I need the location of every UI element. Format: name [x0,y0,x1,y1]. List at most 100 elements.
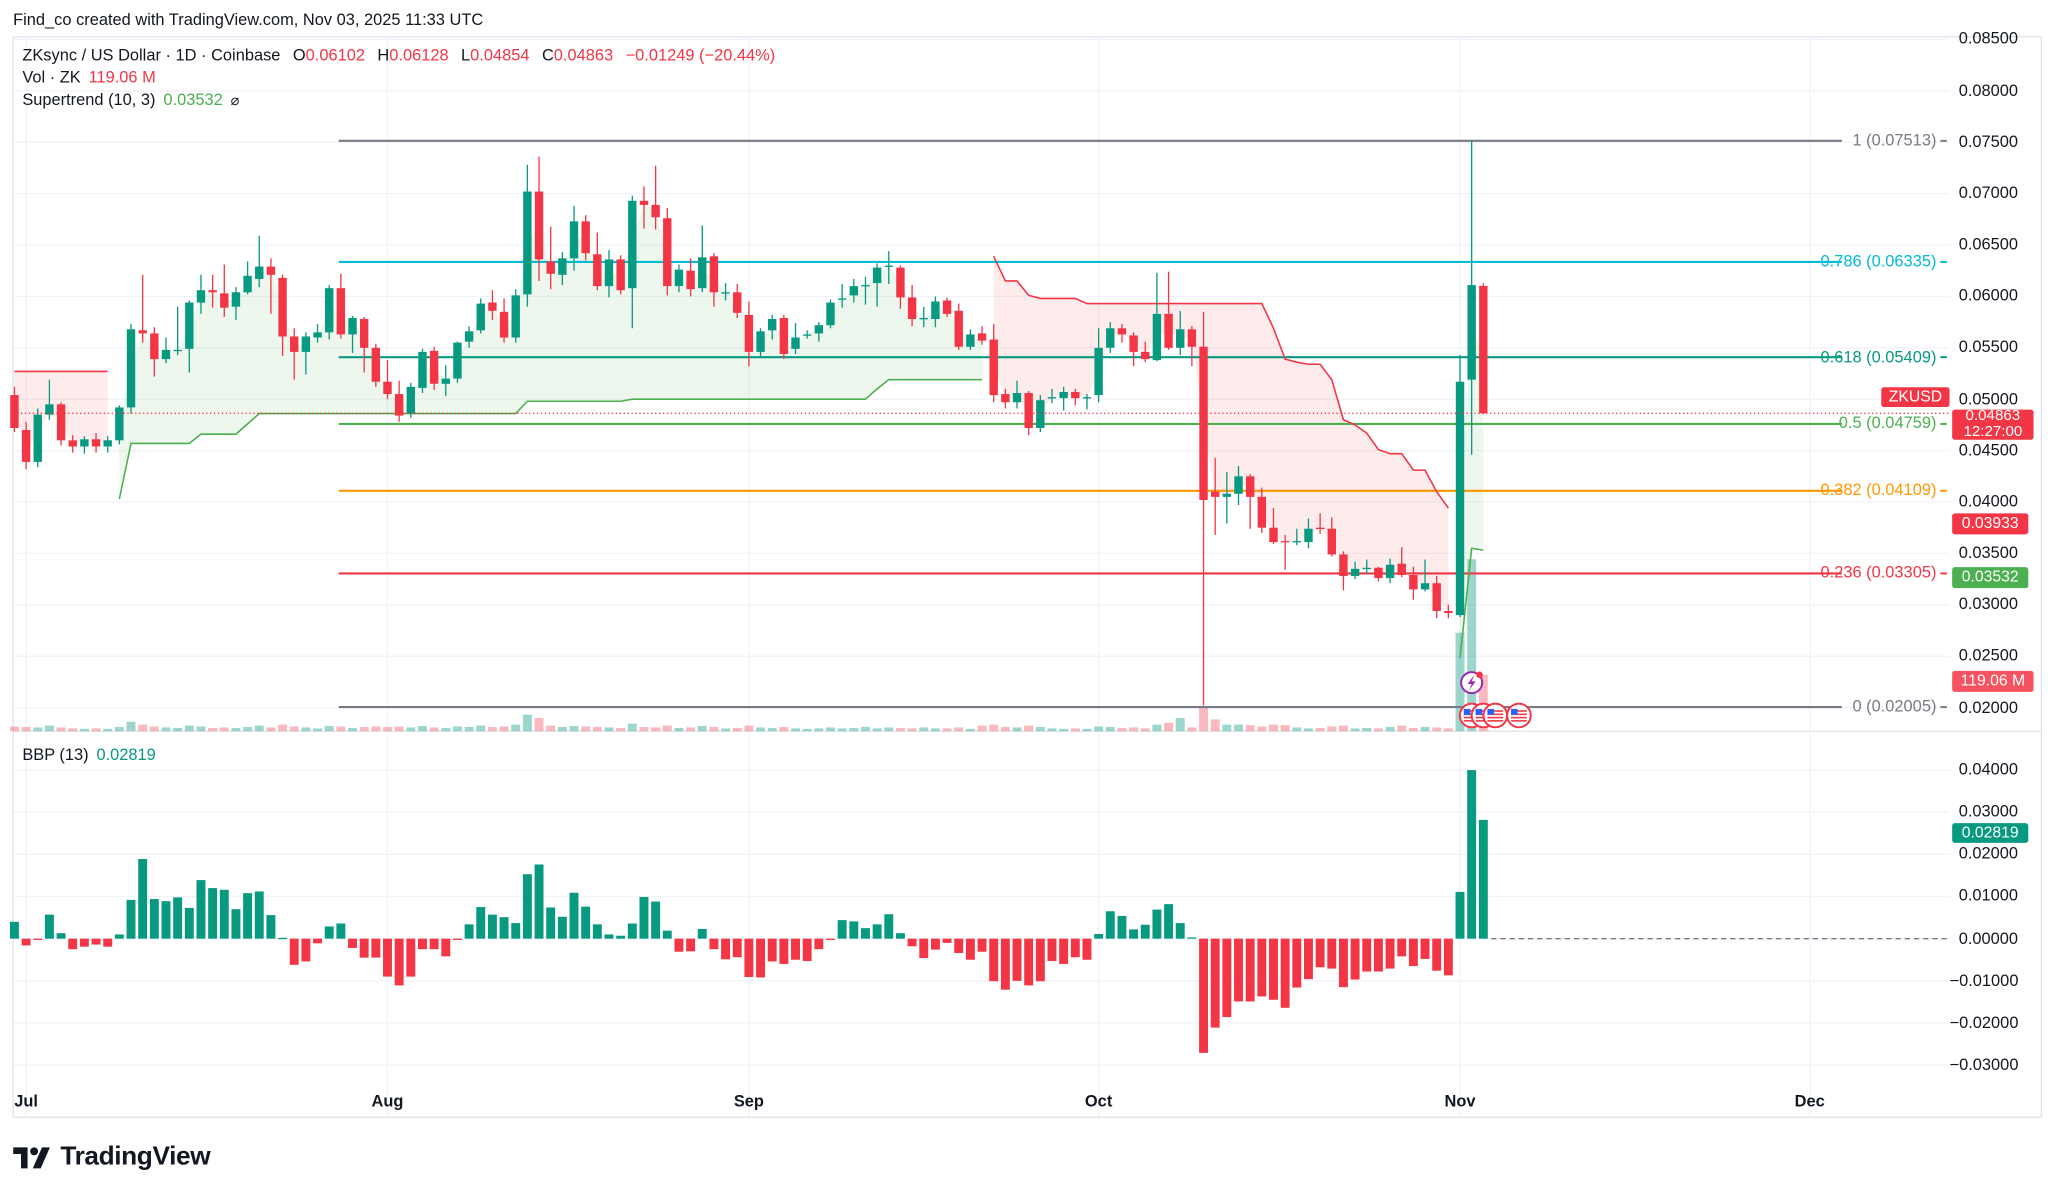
close-label: C [541,45,554,65]
supertrend-down-badge: 0.03933 [1952,513,2029,535]
volume-bar [289,726,299,732]
volume-bar [581,726,591,732]
bbp-bar [79,938,89,947]
candle-body [1479,285,1488,414]
candle-body [1280,541,1290,543]
volume-bar [1338,725,1348,732]
bbp-bar [1129,929,1139,939]
candle-body [1024,393,1033,428]
volume-bar [278,724,288,732]
candle [1210,457,1220,535]
candle [359,316,369,373]
bbp-bar [1164,904,1174,939]
bbp-bar [942,938,952,943]
bbp-bar [56,933,66,939]
candle-body [604,259,614,287]
price-axis-label: 0.02000 [1958,697,2019,717]
volume-legend[interactable]: Vol · ZK 119.06 M [22,67,155,88]
fib-level-label: 0 (0.02005) [1852,697,1937,716]
bbp-bar [1432,938,1442,971]
bbp-bar [872,924,882,939]
candle-body [185,302,194,349]
bbp-bar [989,938,999,982]
flag-circle [1482,702,1509,729]
bbp-bar [592,924,602,939]
bbp-bar [1105,911,1115,939]
volume-bar [1234,724,1243,732]
bbp-bar [604,934,614,939]
volume-bar [930,728,940,732]
candle-body [1012,393,1022,403]
candle [546,226,555,290]
candle [593,232,602,291]
candles [10,141,1488,706]
candle [10,386,19,433]
candle-body [1106,328,1115,348]
candle-body [290,336,299,352]
volume-bar [149,726,159,732]
candle [1152,272,1162,362]
bbp-bar [487,914,497,939]
flag-canton [1475,708,1483,715]
bbp-bar [231,909,241,939]
candle-body [161,349,171,360]
bbp-bar [1187,937,1197,939]
volume-bar [114,726,124,732]
candle-body [523,191,532,295]
us-flag-icon [1482,702,1509,729]
bbp-axis-label: 0.02000 [1958,844,2019,863]
candle-body [56,404,66,441]
flag-stripe [1511,720,1527,722]
bbp-bar [1257,938,1267,997]
supertrend-legend[interactable]: Supertrend (10, 3) 0.03532 ⌀ [22,89,239,111]
supertrend-lines [14,255,1484,659]
bbp-bar [208,888,218,939]
bbp-bar [394,938,404,986]
candle [1036,395,1045,433]
volume-bar [1059,728,1069,732]
bbp-bar [1455,891,1465,939]
bbp-bar [348,938,357,948]
candle [488,290,497,321]
flag-stripe [1487,716,1504,719]
volume-bar [534,717,544,732]
candle [628,195,637,329]
candle [1292,528,1302,546]
volume-bar [1455,632,1465,732]
bbp-bar [44,914,54,939]
volume-bar [103,728,113,732]
volume-bar [1210,719,1220,732]
bbp-bar [930,938,940,950]
volume-bar [196,726,206,732]
bbp-bar [674,938,684,952]
candle-body [231,292,241,307]
candle-body [872,267,882,284]
volume-bar [767,727,777,732]
candle-body [1420,583,1430,590]
volume-bar [1035,726,1045,732]
bbp-legend[interactable]: BBP (13) 0.02819 [22,744,155,765]
eye-off-icon[interactable]: ⌀ [230,93,240,109]
candle-body [593,254,602,287]
volume-bar [756,727,766,732]
tradingview-logo[interactable]: TradingView [13,1142,211,1172]
candle-body [1362,567,1371,570]
candle [767,314,777,340]
symbol-legend[interactable]: ZKsync / US Dollar · 1D · Coinbase O0.06… [22,45,775,66]
symbol-title[interactable]: ZKsync / US Dollar · 1D · Coinbase [22,45,281,65]
candle-body [814,325,824,334]
event-markers [1458,671,1532,729]
price-axis-label: 0.03000 [1958,594,2019,614]
candle [1001,388,1010,409]
candle [231,287,241,321]
bbp-bar [709,938,719,950]
candle-body [1269,527,1278,543]
candle [802,330,812,339]
bbp-bar [243,893,253,939]
bbp-bar [1094,934,1104,939]
bar-countdown: 12:27:00 [1963,423,2023,440]
bbp-bar [977,938,987,952]
candle [1129,332,1138,367]
bbp-bar [1222,938,1232,1018]
